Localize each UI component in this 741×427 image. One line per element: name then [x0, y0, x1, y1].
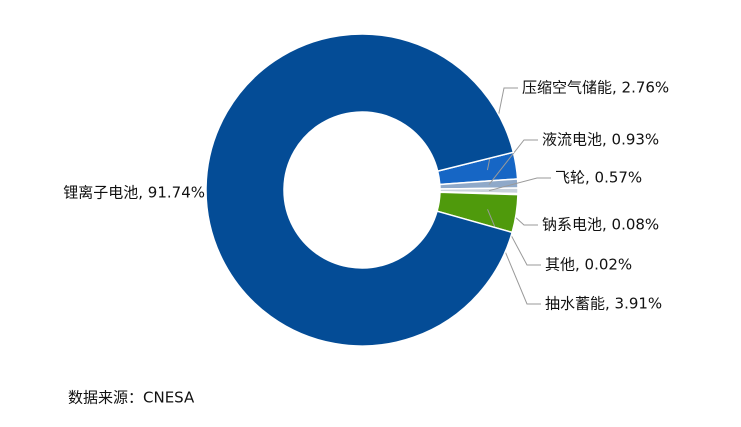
data-label: 锂离子电池, 91.74% [63, 184, 205, 202]
leader-line [488, 177, 551, 192]
data-label: 抽水蓄能, 3.91% [545, 295, 662, 313]
data-label: 其他, 0.02% [545, 256, 632, 274]
data-label: 钠系电池, 0.08% [542, 216, 659, 234]
data-label: 液流电池, 0.93% [542, 131, 659, 149]
data-label: 飞轮, 0.57% [555, 169, 642, 187]
leader-line [488, 139, 538, 186]
data-label: 压缩空气储能, 2.76% [522, 79, 669, 97]
donut-slice [205, 33, 515, 347]
source-note: 数据来源：CNESA [68, 389, 195, 407]
